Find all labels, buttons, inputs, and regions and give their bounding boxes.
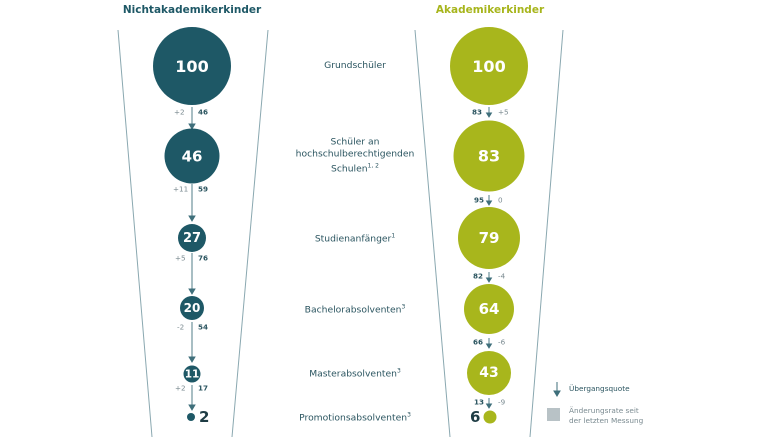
right-change-3: -4	[498, 271, 506, 281]
left-change-3: +5	[175, 253, 186, 263]
legend-arrow-icon	[553, 382, 561, 397]
left-circle-grundschueler: 100	[153, 27, 231, 105]
legend-change-box-icon	[547, 408, 560, 421]
right-circle-bachelor: 64	[464, 284, 514, 334]
left-circle-bachelor: 20	[180, 296, 204, 320]
left-funnel-line-outer	[117, 29, 153, 438]
stage-label-studienanfaenger: Studienanfänger1	[314, 232, 396, 245]
stage-label-grundschueler: Grundschüler	[324, 60, 386, 71]
right-value-promotion: 6	[470, 408, 481, 426]
left-change-1: +2	[174, 107, 185, 117]
left-rate-5: 17	[198, 383, 209, 393]
right-rate-5: 13	[474, 397, 485, 407]
right-change-4: -6	[498, 337, 506, 347]
legend-change-label: Änderungsrate seit der letzten Messung	[569, 406, 644, 425]
stage-label-schueler: Schüler an hochschulberechtigenden Schul…	[295, 136, 415, 175]
left-rate-1: 46	[198, 107, 209, 117]
header-nichtakademikerkinder: Nichtakademikerkinder	[122, 4, 262, 16]
right-change-5: -9	[498, 397, 506, 407]
legend-arrow-label: Übergangsquote	[569, 384, 630, 393]
left-circle-studienanfaenger: 27	[178, 224, 206, 252]
right-funnel-line-inner	[414, 29, 451, 438]
right-circle-promotion	[483, 410, 497, 424]
right-rate-4: 66	[473, 337, 484, 347]
right-circle-schueler: 83	[453, 120, 525, 192]
header-akademikerkinder: Akademikerkinder	[435, 4, 545, 16]
right-rate-2: 95	[474, 195, 485, 205]
right-rate-3: 82	[473, 271, 484, 281]
left-change-5: +2	[175, 383, 186, 393]
stage-label-master: Masterabsolventen3	[309, 367, 401, 380]
left-value-promotion: 2	[199, 408, 210, 426]
stage-label-promotion: Promotionsabsolventen3	[299, 411, 411, 424]
right-rate-1: 83	[472, 107, 483, 117]
stage-label-bachelor: Bachelorabsolventen3	[304, 303, 406, 316]
left-change-4: -2	[177, 322, 185, 332]
right-change-1: +5	[498, 107, 509, 117]
left-rate-3: 76	[198, 253, 209, 263]
left-rate-4: 54	[198, 322, 209, 332]
left-circle-schueler: 46	[164, 128, 220, 184]
left-circle-master: 11	[183, 365, 201, 383]
left-rate-2: 59	[198, 184, 209, 194]
right-change-2: 0	[498, 195, 503, 205]
left-circle-promotion	[187, 413, 195, 421]
right-circle-master: 43	[467, 351, 511, 395]
left-change-2: +11	[173, 184, 189, 194]
right-funnel-line-outer	[529, 29, 564, 438]
right-circle-studienanfaenger: 79	[458, 207, 520, 269]
left-funnel-line-inner	[231, 29, 269, 438]
right-circle-grundschueler: 100	[450, 27, 528, 105]
